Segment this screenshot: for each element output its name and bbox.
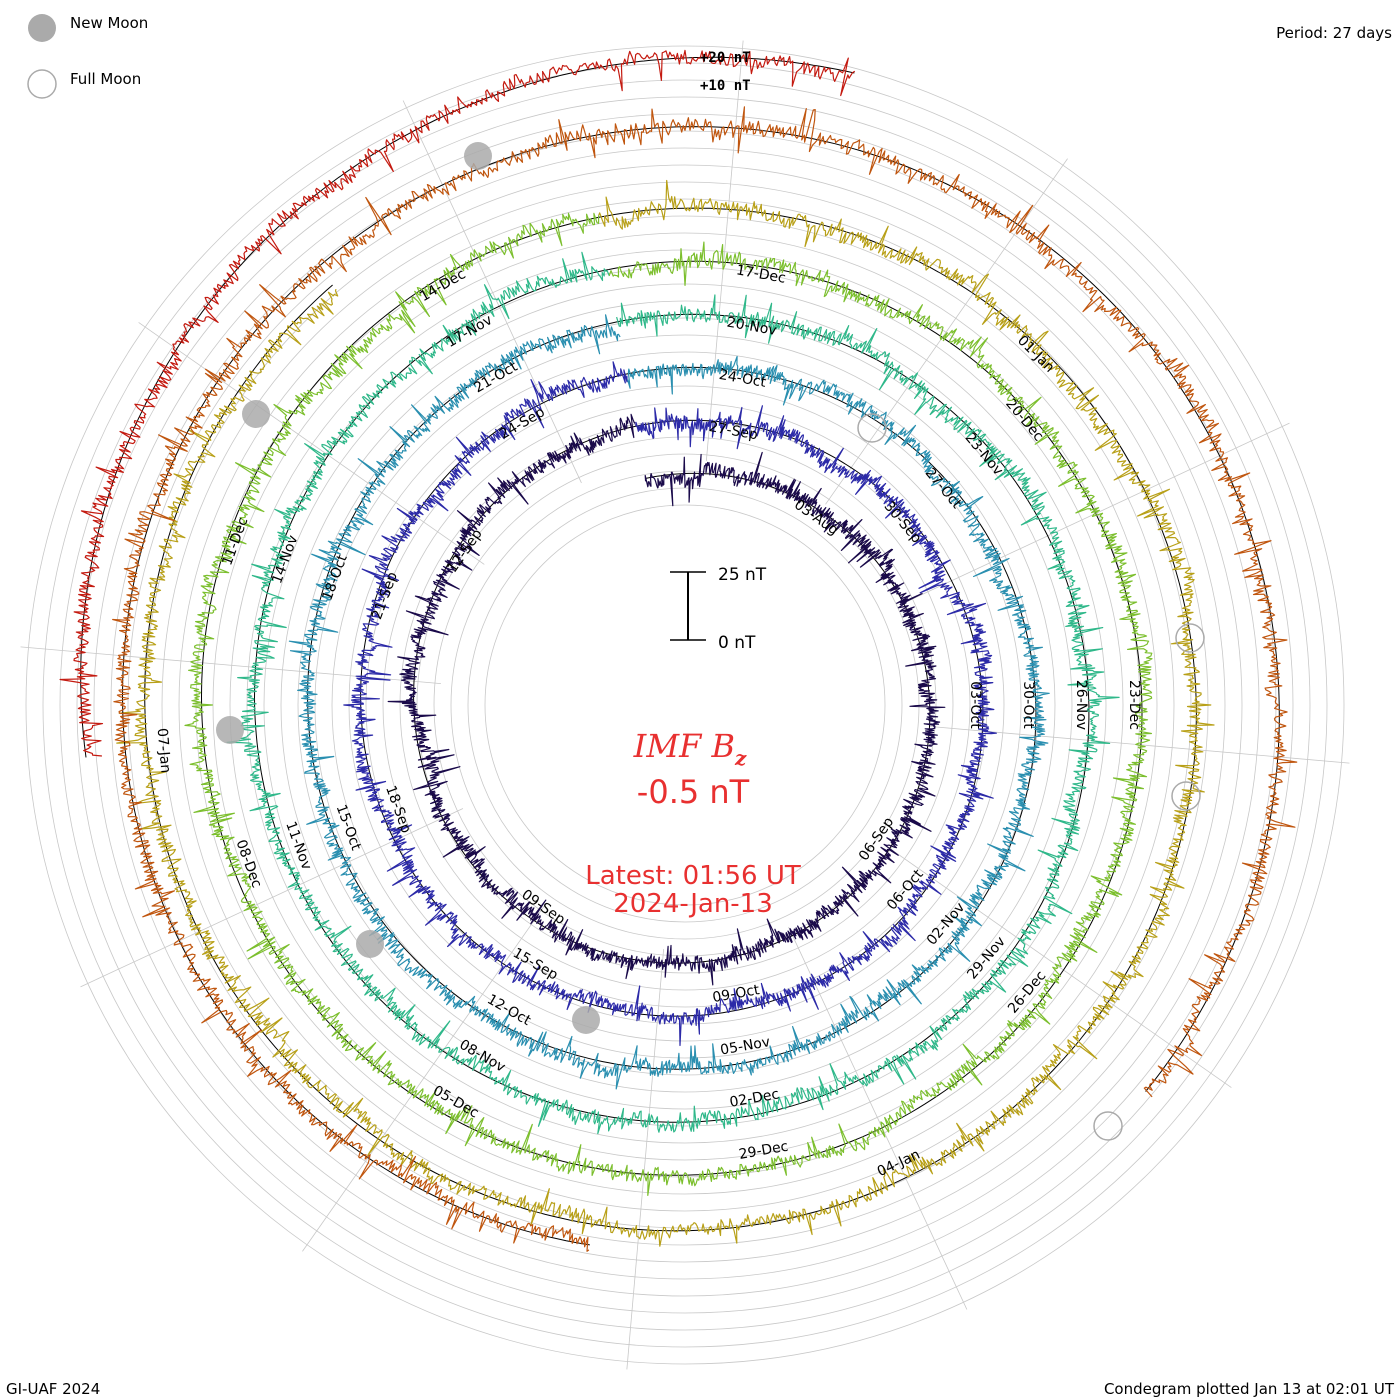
data-trace [184, 212, 1153, 1197]
grid-radial [626, 949, 665, 1370]
grid-radial [906, 422, 1290, 602]
grid-circle [127, 147, 1243, 1263]
grid-radial [705, 40, 744, 461]
new-moon-marker [464, 142, 492, 170]
reference-spiral [80, 56, 855, 758]
full-moon-marker [1093, 1111, 1123, 1141]
grid-circle [433, 453, 937, 957]
grid-circle [25, 45, 1345, 1365]
new-moon-icon [28, 14, 56, 42]
data-trace [116, 179, 1215, 1247]
date-label: 01-Jan [1014, 333, 1057, 376]
ref-label-10: +10 nT [700, 78, 751, 94]
reference-spiral [307, 321, 1037, 1070]
grid-circle [331, 351, 1039, 1059]
grid-circle [246, 266, 1124, 1144]
date-label: 26-Nov [1073, 680, 1089, 730]
data-trace [343, 361, 998, 1047]
grid-radial [302, 905, 545, 1252]
grid-circle [484, 504, 886, 906]
latest-date: 2024-Jan-13 [613, 889, 773, 919]
date-label: 07-Jan [154, 727, 174, 773]
full-moon-marker [1175, 623, 1205, 653]
ref-label-20: +20 nT [700, 50, 751, 66]
date-label: 23-Dec [1126, 680, 1142, 730]
grid-circle [76, 96, 1294, 1314]
new-moon-marker [216, 716, 244, 744]
grid-circle [195, 215, 1175, 1195]
date-label: 06-Sep [856, 814, 897, 864]
legend-new-moon: New Moon [70, 14, 148, 32]
grid-radial [788, 926, 968, 1310]
grid-radial [402, 100, 582, 484]
date-label: 23-Nov [962, 430, 1007, 479]
date-label: 26-Dec [1005, 968, 1049, 1017]
grid-circle [382, 402, 988, 1008]
date-label: 05-Nov [719, 1034, 771, 1058]
grid-circle [365, 385, 1005, 1025]
plotted-label: Condegram plotted Jan 13 at 02:01 UT [1104, 1380, 1395, 1398]
date-label: 04-Jan [875, 1147, 923, 1181]
new-moon-marker [242, 400, 270, 428]
date-label: 11-Nov [282, 819, 314, 872]
grid-circle [416, 436, 954, 974]
grid-circle [59, 79, 1311, 1331]
current-value: -0.5 nT [637, 773, 750, 811]
date-label: 30-Sep [881, 499, 925, 547]
date-label: 24-Oct [718, 367, 768, 391]
data-trace [288, 314, 1050, 1090]
full-moon-icon [27, 69, 57, 99]
data-trace [226, 251, 1120, 1135]
new-moon-marker [572, 1006, 600, 1034]
new-moon-marker [356, 930, 384, 958]
full-moon-marker [1171, 781, 1201, 811]
date-label: 18-Sep [382, 784, 414, 836]
grid-radial [885, 845, 1232, 1088]
data-traces [59, 49, 1298, 1252]
data-trace [59, 49, 856, 757]
full-moon-marker [857, 413, 887, 443]
date-label: 27-Oct [922, 465, 965, 512]
credit-label: GI-UAF 2024 [6, 1380, 100, 1398]
moon-markers [216, 142, 1205, 1141]
date-label: 08-Dec [232, 838, 264, 890]
grid-circle [42, 62, 1328, 1348]
period-label: Period: 27 days [1276, 24, 1392, 42]
date-label: 03-Oct [967, 681, 983, 729]
date-label: 29-Nov [964, 934, 1009, 983]
grid-circle [178, 198, 1192, 1212]
grid-circle [467, 487, 903, 923]
data-trace [112, 106, 1298, 1252]
scale-top-label: 25 nT [718, 565, 767, 585]
data-trace [387, 413, 946, 986]
latest-time: Latest: 01:56 UT [585, 861, 801, 891]
chart-title: IMF Bz [633, 727, 747, 770]
grid-circle [93, 113, 1277, 1297]
grid-circle [297, 317, 1073, 1093]
date-label: 02-Dec [728, 1086, 780, 1110]
date-label: 06-Oct [884, 866, 927, 913]
date-label: 27-Sep [708, 419, 759, 443]
grid-circle [161, 181, 1209, 1229]
polar-grid [20, 40, 1350, 1370]
date-label: 17-Dec [735, 262, 787, 286]
grid-radial [138, 322, 485, 565]
scale-bottom-label: 0 nT [718, 633, 756, 653]
legend-full-moon: Full Moon [70, 70, 141, 88]
date-label: 17-Nov [444, 312, 495, 351]
grid-circle [314, 334, 1056, 1076]
grid-radial [825, 158, 1068, 505]
date-label: 30-Oct [1020, 681, 1036, 729]
